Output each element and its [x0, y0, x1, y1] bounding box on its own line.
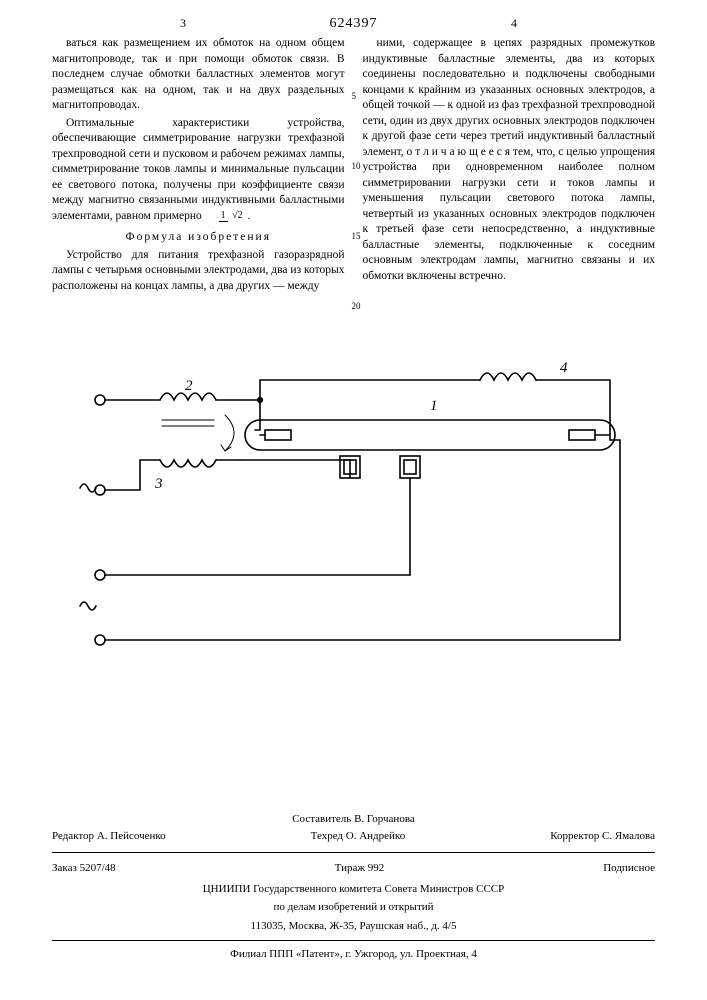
subscription: Подписное [603, 861, 655, 876]
fraction: 1 √2 [205, 211, 245, 221]
page-number-right: 4 [511, 16, 517, 31]
left-p2: Оптимальные характеристики устройства, о… [52, 116, 345, 225]
order-label: Заказ [52, 862, 77, 874]
patent-number: 624397 [0, 16, 707, 32]
credits-row: Редактор А. Пейсоченко Техред О. Андрейк… [52, 827, 655, 846]
label-3: 3 [154, 476, 163, 492]
ln-20: 20 [352, 302, 361, 311]
label-2: 2 [185, 378, 193, 394]
corrector-name: С. Ямалова [602, 830, 655, 842]
corrector-label: Корректор [550, 830, 599, 842]
tech-name: О. Андрейко [346, 830, 405, 842]
footer-divider-1 [52, 852, 655, 853]
circulation-number: 992 [368, 862, 385, 874]
org-line-2: по делам изобретений и открытий [52, 900, 655, 915]
addr-line-2: Филиал ППП «Патент», г. Ужгород, ул. Про… [52, 947, 655, 962]
compiler-label: Составитель [292, 813, 351, 825]
compiler-name: В. Горчанова [354, 813, 415, 825]
circulation-label: Тираж [335, 862, 365, 874]
left-p2-b: . [248, 210, 251, 222]
addr-line-1: 113035, Москва, Ж-35, Раушская наб., д. … [52, 919, 655, 934]
right-p1: ними, содержащее в цепях разрядных проме… [363, 36, 656, 284]
circuit-diagram: 1 2 3 4 [60, 360, 650, 690]
print-row: Заказ 5207/48 Тираж 992 Подписное [52, 859, 655, 878]
text-columns: ваться как размещением их обмоток на одн… [52, 36, 655, 296]
claims-heading: Формула изобретения [52, 230, 345, 246]
fraction-den: √2 [230, 210, 245, 221]
left-column: ваться как размещением их обмоток на одн… [52, 36, 345, 296]
ln-15: 15 [352, 232, 361, 241]
left-p3: Устройство для питания трехфазной газора… [52, 248, 345, 295]
label-1: 1 [430, 398, 438, 414]
label-4: 4 [560, 360, 568, 376]
order-number: 5207/48 [80, 862, 116, 874]
footer-divider-2 [52, 940, 655, 941]
editor-name: А. Пейсоченко [97, 830, 166, 842]
ln-10: 10 [352, 162, 361, 171]
org-line-1: ЦНИИПИ Государственного комитета Совета … [52, 882, 655, 897]
tech-label: Техред [311, 830, 343, 842]
left-p1: ваться как размещением их обмоток на одн… [52, 36, 345, 114]
footer: Составитель В. Горчанова Редактор А. Пей… [52, 808, 655, 962]
fraction-num: 1 [219, 210, 228, 222]
circuit-svg: 1 2 3 4 [60, 360, 650, 690]
editor-label: Редактор [52, 830, 94, 842]
right-column: 5 10 15 20 ними, содержащее в цепях разр… [363, 36, 656, 296]
compiler-row: Составитель В. Горчанова [52, 812, 655, 827]
left-p2-a: Оптимальные характеристики устройства, о… [52, 117, 345, 222]
ln-5: 5 [352, 92, 357, 101]
